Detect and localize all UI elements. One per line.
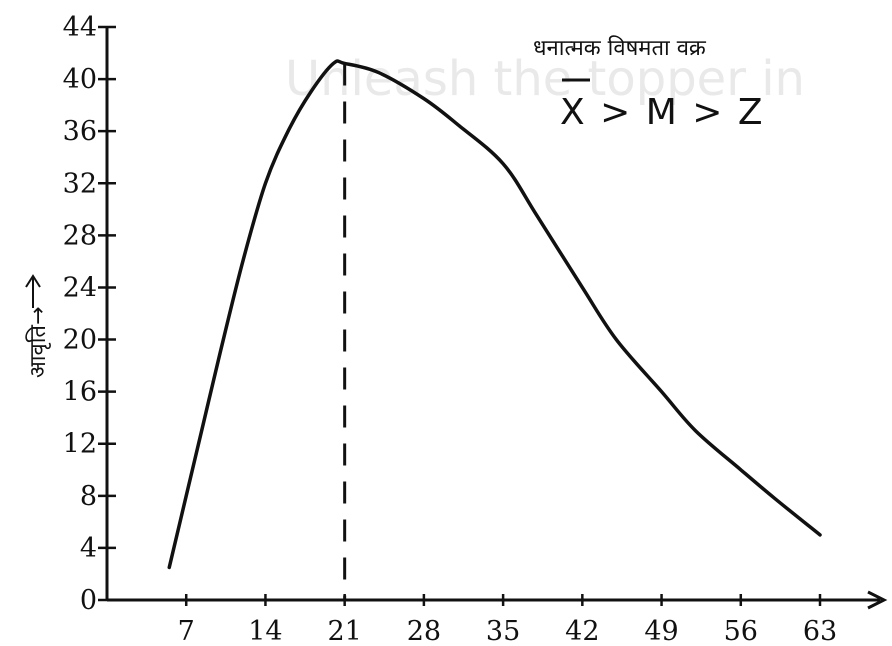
x-tick-label: 56 [724,616,758,646]
y-tick-label: 16 [63,377,97,408]
x-axis-arrow [867,590,888,610]
y-tick-label: 12 [63,429,97,460]
annotation-formula: X > M > Z [560,92,765,133]
x-tick-label: 14 [248,616,282,646]
y-tick-label: 32 [63,168,97,199]
y-ticks: 0 4 8 12 16 20 24 28 32 36 40 44 [63,12,116,616]
y-tick-label: 44 [63,12,97,43]
x-tick-label: 63 [803,616,837,646]
x-tick-label: 21 [327,616,361,646]
y-tick-label: 4 [80,533,97,564]
y-label-arrow [25,274,41,308]
watermark-text: Unleash the topper in [285,51,805,107]
y-tick-label: 0 [80,585,97,616]
y-tick-label: 40 [63,64,97,95]
x-ticks: 7 14 21 28 35 42 49 56 63 [178,594,837,646]
y-tick-label: 20 [63,325,97,356]
x-tick-label: 7 [178,616,195,646]
x-tick-label: 42 [565,616,599,646]
y-tick-label: 24 [63,272,97,303]
y-axis-label: आवृति→ [25,307,51,378]
series-line [167,59,822,570]
annotation-title: धनात्मक विषमता वक्र [533,35,707,61]
y-tick-label: 36 [63,116,97,147]
x-tick-label: 35 [486,616,520,646]
y-tick-label: 8 [80,481,97,512]
x-tick-label: 49 [644,616,678,646]
axes [25,27,888,610]
x-tick-label: 28 [407,616,441,646]
y-tick-label: 28 [63,220,97,251]
